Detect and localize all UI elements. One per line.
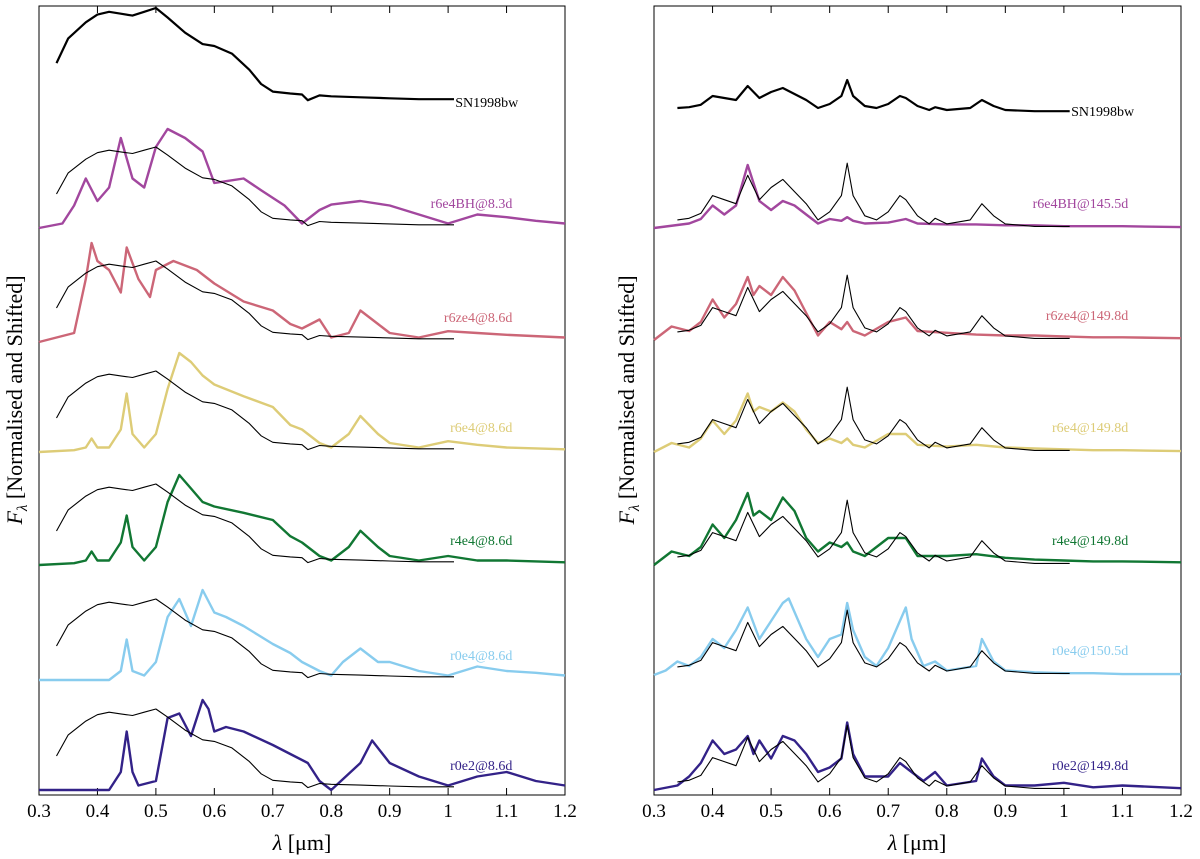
right-label-model-6: r0e2@149.8d xyxy=(1052,759,1128,774)
left-spectra-panel: 0.3 0.4 0.5 0.6 0.7 0.8 0.9 1 1.1 1.2 SN1998bw r6e… xyxy=(2,5,577,855)
left-series-model-2 xyxy=(38,241,566,344)
left-x-ticks: 0.3 0.4 0.5 0.6 0.7 0.8 0.9 1 1.1 1.2 xyxy=(27,6,577,822)
left-label-model-5: r0e4@8.6d xyxy=(450,649,512,664)
left-x-tick-label: 1 xyxy=(443,801,453,822)
right-spectra-panel: 0.3 0.4 0.5 0.6 0.7 0.8 0.9 1 1.1 1.2 SN1998bw r6e… xyxy=(614,5,1193,855)
right-label-model-2: r6ze4@149.8d xyxy=(1046,309,1128,324)
right-series-model-1 xyxy=(653,163,1182,230)
left-x-tick-label: 0.3 xyxy=(27,801,51,822)
left-series-model-6 xyxy=(39,698,566,792)
left-label-model-3: r6e4@8.6d xyxy=(450,421,512,436)
right-series-observed-overlay-2 xyxy=(677,274,1070,339)
left-label-model-4: r4e4@8.6d xyxy=(450,534,512,549)
right-x-ticks: 0.3 0.4 0.5 0.6 0.7 0.8 0.9 1 1.1 1.2 xyxy=(642,6,1193,822)
right-label-model-4: r4e4@149.8d xyxy=(1052,534,1128,549)
right-series-observed-overlay-5 xyxy=(677,609,1070,674)
right-x-tick-label: 0.6 xyxy=(818,801,842,822)
left-series-observed-overlay-6 xyxy=(56,708,454,789)
left-x-tick-label: 0.8 xyxy=(319,801,343,822)
right-label-model-1: r6e4BH@145.5d xyxy=(1033,197,1129,212)
right-series-observed-overlay-1 xyxy=(677,162,1070,227)
left-spectra-lines xyxy=(38,6,566,792)
left-series-observed-overlay-4 xyxy=(56,483,454,564)
left-series-observed-overlay-5 xyxy=(56,598,454,679)
left-series-model-4 xyxy=(38,473,566,567)
right-label-model-3: r6e4@149.8d xyxy=(1052,421,1128,436)
left-spectrum-labels: SN1998bw r6e4BH@8.3d r6ze4@8.6d r6e4@8.6d r4… xyxy=(431,96,519,774)
left-series-model-5 xyxy=(39,588,566,682)
right-x-tick-label: 0.3 xyxy=(642,801,666,822)
left-label-model-1: r6e4BH@8.3d xyxy=(431,197,513,212)
right-series-observed-overlay-6 xyxy=(677,724,1070,789)
left-label-sn1998bw: SN1998bw xyxy=(455,96,519,111)
right-series-observed-overlay-3 xyxy=(677,386,1070,451)
left-series-observed-overlay-1 xyxy=(56,146,454,227)
left-xlabel: λ [μm] xyxy=(272,830,332,855)
left-ylabel: Fλ [Normalised and Shifted] xyxy=(2,275,31,525)
left-x-tick-label: 1.1 xyxy=(495,801,519,822)
right-series-model-4 xyxy=(653,491,1182,566)
right-label-sn1998bw: SN1998bw xyxy=(1071,105,1135,120)
right-xlabel: λ [μm] xyxy=(887,830,947,855)
right-x-tick-label: 0.5 xyxy=(759,801,783,822)
left-series-model-1 xyxy=(38,127,566,230)
right-x-tick-label: 0.7 xyxy=(876,801,900,822)
right-x-tick-label: 1.2 xyxy=(1169,801,1193,822)
left-x-tick-label: 0.7 xyxy=(261,801,285,822)
right-series-sn1998bw xyxy=(677,78,1070,113)
right-spectrum-labels: SN1998bw r6e4BH@145.5d r6ze4@149.8d r6e4@14… xyxy=(1033,105,1135,774)
left-x-tick-label: 0.4 xyxy=(86,801,110,822)
right-series-model-6 xyxy=(653,721,1182,792)
right-x-tick-label: 0.9 xyxy=(993,801,1017,822)
right-series-model-5 xyxy=(653,597,1181,677)
right-x-tick-label: 1.1 xyxy=(1111,801,1135,822)
right-x-tick-label: 1 xyxy=(1059,801,1069,822)
left-x-tick-label: 0.5 xyxy=(144,801,168,822)
left-series-observed-overlay-2 xyxy=(56,260,454,341)
right-series-observed-overlay-4 xyxy=(677,499,1070,564)
left-series-sn1998bw xyxy=(55,6,454,102)
right-label-model-5: r0e4@150.5d xyxy=(1052,644,1128,659)
right-x-tick-label: 0.4 xyxy=(701,801,725,822)
right-x-tick-label: 0.8 xyxy=(935,801,959,822)
left-x-tick-label: 0.6 xyxy=(202,801,226,822)
right-plot-frame xyxy=(653,5,1182,796)
left-x-tick-label: 0.9 xyxy=(378,801,402,822)
left-x-tick-label: 1.2 xyxy=(553,801,577,822)
left-plot-frame xyxy=(38,5,566,796)
left-series-observed-overlay-3 xyxy=(56,370,454,451)
left-series-model-3 xyxy=(38,351,566,454)
left-label-model-6: r0e2@8.6d xyxy=(450,759,512,774)
left-label-model-2: r6ze4@8.6d xyxy=(444,311,512,326)
right-ylabel: Fλ [Normalised and Shifted] xyxy=(614,275,643,525)
right-spectra-lines xyxy=(653,78,1182,792)
